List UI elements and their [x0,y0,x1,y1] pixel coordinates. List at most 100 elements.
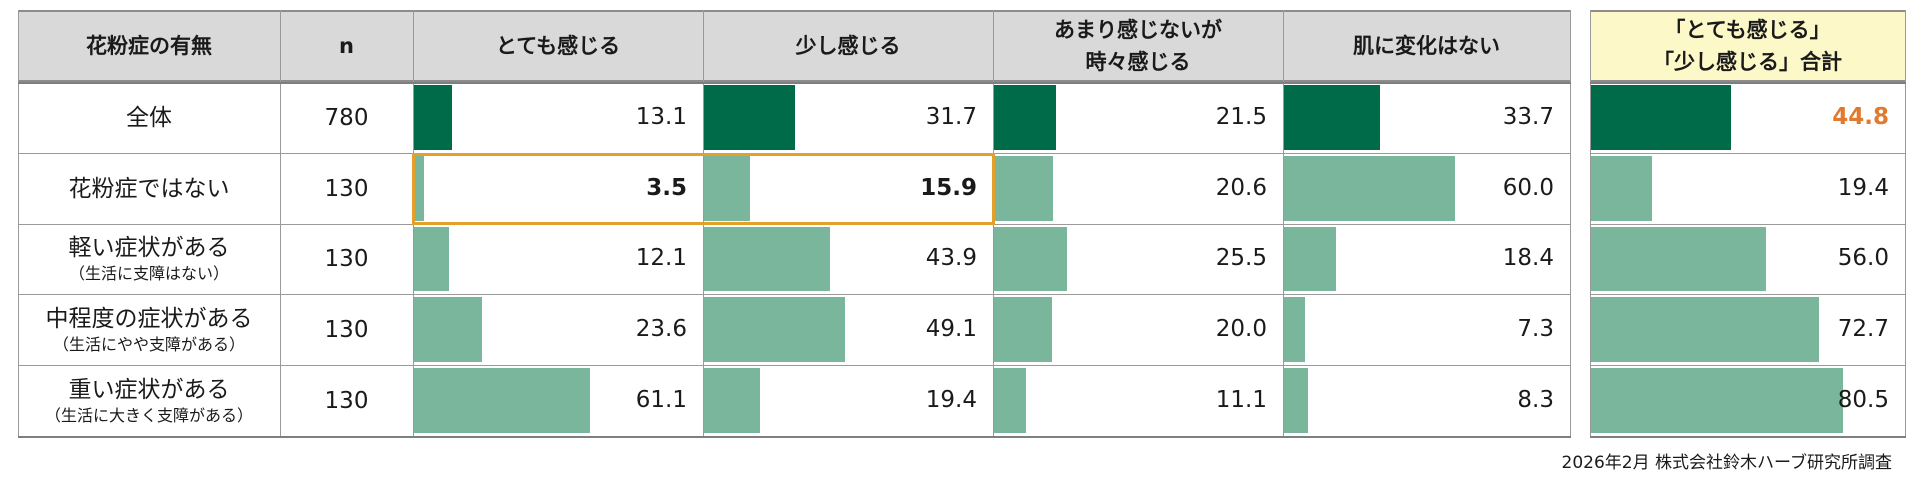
grid-line-horizontal [1590,436,1906,438]
value-label-1-3: 60.0 [1502,175,1554,201]
header-column-2-line: あまり感じないが [1054,18,1222,42]
sum-bar-3 [1591,297,1819,362]
grid-line-vertical [1283,10,1284,436]
value-label-0-2: 21.5 [1215,104,1267,130]
row-n-value: 130 [324,387,369,414]
value-label-1-1: 15.9 [920,175,977,201]
value-label-2-3: 18.4 [1502,245,1554,271]
header-group-label: 花粉症の有無 [18,10,280,82]
header-sum-column: 「とても感じる」 「少し感じる」合計 [1590,10,1905,82]
value-label-3-0: 23.6 [635,316,687,342]
bar-0-3 [1284,85,1381,150]
source-note: 2026年2月 株式会社鈴木ハーブ研究所調査 [1561,453,1892,473]
grid-line-vertical [1905,10,1906,436]
row-label: 重い症状がある （生活に大きく支障がある） [18,365,280,436]
header-sum-line: 「とても感じる」 [1664,18,1831,42]
header-column-0-line: とても感じる [495,34,621,58]
value-label-3-3: 7.3 [1517,316,1554,342]
value-label-4-3: 8.3 [1517,387,1554,413]
grid-line-horizontal [1590,294,1906,295]
grid-line-vertical [280,10,281,436]
bar-3-1 [704,297,846,362]
value-label-2-2: 25.5 [1215,245,1267,271]
row-label-main: 中程度の症状がある [45,305,253,332]
bar-3-3 [1284,297,1305,362]
grid-line-vertical [18,10,19,436]
bar-1-3 [1284,156,1455,221]
header-column-3-line: 肌に変化はない [1353,34,1500,58]
row-label: 花粉症ではない [18,153,280,224]
value-label-0-0: 13.1 [635,104,687,130]
value-label-1-2: 20.6 [1215,175,1267,201]
header-column-2-line: 時々感じる [1085,50,1191,74]
sum-value-label-4: 80.5 [1837,387,1889,413]
header-n-label: n [280,10,413,82]
header-column-1: 少し感じる [703,10,993,82]
bar-3-2 [994,297,1052,362]
header-sum-line: 「少し感じる」合計 [1653,50,1842,74]
grid-line-vertical [1570,10,1571,436]
bar-2-1 [704,227,831,291]
sum-value-label-2: 56.0 [1837,245,1889,271]
bar-3-0 [414,297,482,362]
value-label-0-3: 33.7 [1502,104,1554,130]
row-label-sub: （生活に大きく支障がある） [44,405,253,425]
bar-4-0 [414,368,590,433]
value-label-2-0: 12.1 [635,245,687,271]
bar-0-0 [414,85,452,150]
grid-line-horizontal [1590,224,1906,225]
grid-line-horizontal [1590,153,1906,154]
bar-2-3 [1284,227,1337,291]
row-label-main: 重い症状がある [68,376,230,403]
value-label-1-0: 3.5 [646,175,687,201]
sum-bar-1 [1591,156,1652,221]
grid-line-vertical [1590,10,1591,436]
row-label: 軽い症状がある （生活に支障はない） [18,224,280,294]
sum-value-label-3: 72.7 [1837,316,1889,342]
bar-4-1 [704,368,760,433]
row-label-sub: （生活にやや支障がある） [52,334,245,354]
row-label-sub: （生活に支障はない） [68,264,229,283]
grid-line-horizontal [18,294,1571,295]
bar-1-0 [414,156,425,221]
grid-line-horizontal [18,82,1571,84]
row-n-value: 130 [324,316,369,343]
highlight-frame [412,153,995,225]
value-label-3-2: 20.0 [1215,316,1267,342]
sum-bar-0 [1591,85,1732,150]
value-label-4-0: 61.1 [635,387,687,413]
bar-2-2 [994,227,1068,291]
sum-bar-4 [1591,368,1843,433]
row-n-value: 780 [324,104,369,131]
grid-line-horizontal [18,436,1571,438]
bar-1-2 [994,156,1054,221]
header-column-3: 肌に変化はない [1283,10,1570,82]
row-n-value: 130 [324,175,369,202]
header-column-0: とても感じる [413,10,703,82]
row-label: 中程度の症状がある （生活にやや支障がある） [18,294,280,365]
value-label-4-1: 19.4 [925,387,977,413]
header-column-2: あまり感じないが 時々感じる [993,10,1283,82]
row-label-main: 軽い症状がある [68,235,230,261]
sum-value-label-1: 19.4 [1837,175,1889,201]
value-label-3-1: 49.1 [925,316,977,342]
bar-1-1 [704,156,750,221]
grid-line-horizontal [1590,365,1906,366]
bar-0-1 [704,85,796,150]
grid-line-horizontal [1590,82,1906,84]
sum-bar-2 [1591,227,1767,291]
value-label-0-1: 31.7 [925,104,977,130]
grid-line-horizontal [18,365,1571,366]
bar-4-3 [1284,368,1308,433]
row-label-main: 全体 [126,104,172,131]
row-label-main: 花粉症ではない [68,175,230,202]
value-label-4-2: 11.1 [1215,387,1267,413]
value-label-2-1: 43.9 [925,245,977,271]
bar-0-2 [994,85,1056,150]
bar-2-0 [414,227,449,291]
header-column-1-line: 少し感じる [795,34,901,58]
bar-4-2 [994,368,1026,433]
sum-value-label-0: 44.8 [1832,104,1889,130]
row-n-value: 130 [324,246,369,272]
